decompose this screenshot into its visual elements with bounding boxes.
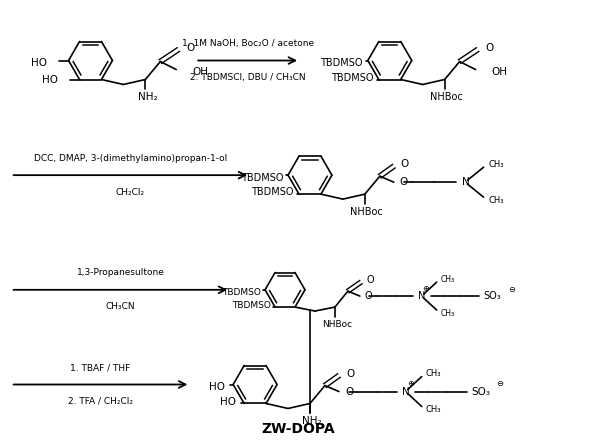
Text: TBDMSO: TBDMSO [252, 187, 294, 197]
Text: O: O [345, 387, 353, 396]
Text: O: O [400, 177, 408, 187]
Text: NHBoc: NHBoc [350, 207, 383, 217]
Text: CH₃: CH₃ [488, 196, 504, 205]
Text: CH₂Cl₂: CH₂Cl₂ [116, 188, 145, 197]
Text: OH: OH [192, 66, 208, 77]
Text: TBDMSO: TBDMSO [232, 301, 271, 310]
Text: CH₃: CH₃ [425, 369, 441, 378]
Text: SO₃: SO₃ [472, 387, 491, 396]
Text: ⊕: ⊕ [407, 379, 414, 388]
Text: O: O [365, 291, 372, 301]
Text: HO: HO [42, 74, 58, 85]
Text: HO: HO [30, 59, 46, 69]
Text: TBDMSO: TBDMSO [222, 288, 261, 297]
Text: CH₃: CH₃ [488, 160, 504, 169]
Text: OH: OH [491, 66, 508, 77]
Text: 1. 1M NaOH, Boc₂O / acetone: 1. 1M NaOH, Boc₂O / acetone [182, 39, 314, 48]
Text: CH₃: CH₃ [441, 275, 455, 284]
Text: N: N [418, 291, 425, 301]
Text: N: N [462, 177, 469, 187]
Text: NHBoc: NHBoc [322, 319, 352, 328]
Text: 2. TBDMSCl, DBU / CH₃CN: 2. TBDMSCl, DBU / CH₃CN [190, 73, 306, 82]
Text: HO: HO [209, 383, 225, 392]
Text: 1,3-Propanesultone: 1,3-Propanesultone [77, 268, 164, 277]
Text: TBDMSO: TBDMSO [331, 73, 374, 82]
Text: O: O [486, 43, 494, 52]
Text: CH₃CN: CH₃CN [105, 302, 135, 311]
Text: ⊖: ⊖ [509, 284, 515, 293]
Text: NHBoc: NHBoc [430, 92, 463, 103]
Text: N: N [402, 387, 409, 396]
Text: ⊕: ⊕ [422, 284, 430, 293]
Text: O: O [367, 275, 374, 285]
Text: NH₂: NH₂ [137, 92, 157, 103]
Text: O: O [401, 159, 409, 169]
Text: NH₂: NH₂ [302, 417, 322, 426]
Text: O: O [186, 43, 195, 52]
Text: SO₃: SO₃ [484, 291, 502, 301]
Text: O: O [346, 369, 354, 379]
Text: 1. TBAF / THF: 1. TBAF / THF [70, 363, 130, 372]
Text: TBDMSO: TBDMSO [320, 59, 363, 69]
Text: ZW-DOPA: ZW-DOPA [261, 422, 335, 436]
Text: TBDMSO: TBDMSO [240, 173, 283, 183]
Text: 2. TFA / CH₂Cl₂: 2. TFA / CH₂Cl₂ [68, 397, 133, 406]
Text: HO: HO [220, 396, 236, 406]
Text: ⊖: ⊖ [497, 379, 503, 388]
Text: CH₃: CH₃ [441, 309, 455, 318]
Text: DCC, DMAP, 3-(dimethylamino)propan-1-ol: DCC, DMAP, 3-(dimethylamino)propan-1-ol [34, 154, 227, 163]
Text: CH₃: CH₃ [425, 405, 441, 414]
